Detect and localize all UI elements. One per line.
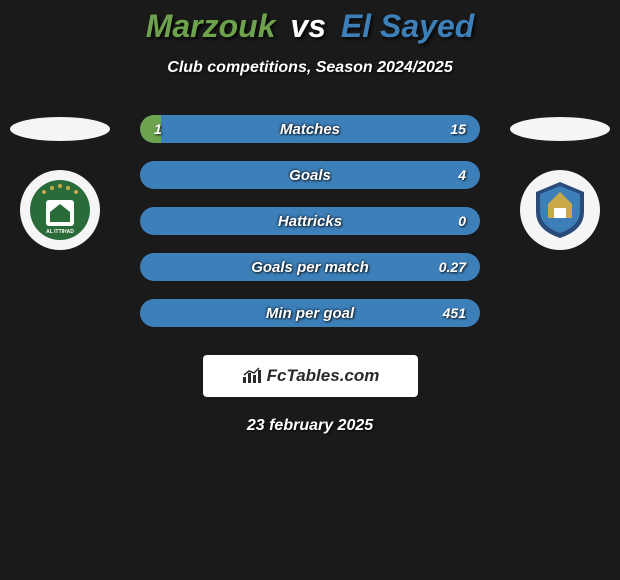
brand-text: FcTables.com [267,366,380,386]
stat-value-right: 4 [458,167,466,183]
title: Marzouk vs El Sayed [0,8,620,45]
stat-row: Goals4 [140,161,480,189]
player1-name: Marzouk [146,8,276,44]
crest-right-icon [528,178,592,242]
stat-value-right: 0 [458,213,466,229]
date: 23 february 2025 [0,417,620,435]
player2-flag [510,117,610,141]
stat-bars: 1Matches15 Goals4 Hattricks0 Goals per matc… [140,115,480,327]
stat-label: Hattricks [140,213,480,230]
title-vs: vs [290,8,326,44]
player2-crest [520,170,600,250]
stat-label: Goals per match [140,259,480,276]
stat-row: Hattricks0 [140,207,480,235]
stat-label: Min per goal [140,305,480,322]
comparison-card: Marzouk vs El Sayed Club competitions, S… [0,0,620,435]
stat-row: Goals per match0.27 [140,253,480,281]
stat-label: Matches [140,121,480,138]
svg-text:AL ITTIHAD: AL ITTIHAD [46,229,74,235]
stat-value-right: 451 [443,305,466,321]
stats-area: AL ITTIHAD 1Matches15 Goals4 Hattricks0 Goa… [0,115,620,327]
subtitle: Club competitions, Season 2024/2025 [0,59,620,77]
player1-flag [10,117,110,141]
stat-row: 1Matches15 [140,115,480,143]
stat-value-right: 15 [450,121,466,137]
crest-left-icon: AL ITTIHAD [28,178,92,242]
stat-row: Min per goal451 [140,299,480,327]
brand-chart-icon [241,367,263,385]
stat-value-right: 0.27 [439,259,466,275]
player1-crest: AL ITTIHAD [20,170,100,250]
stat-label: Goals [140,167,480,184]
player2-name: El Sayed [341,8,474,44]
brand-box[interactable]: FcTables.com [203,355,418,397]
